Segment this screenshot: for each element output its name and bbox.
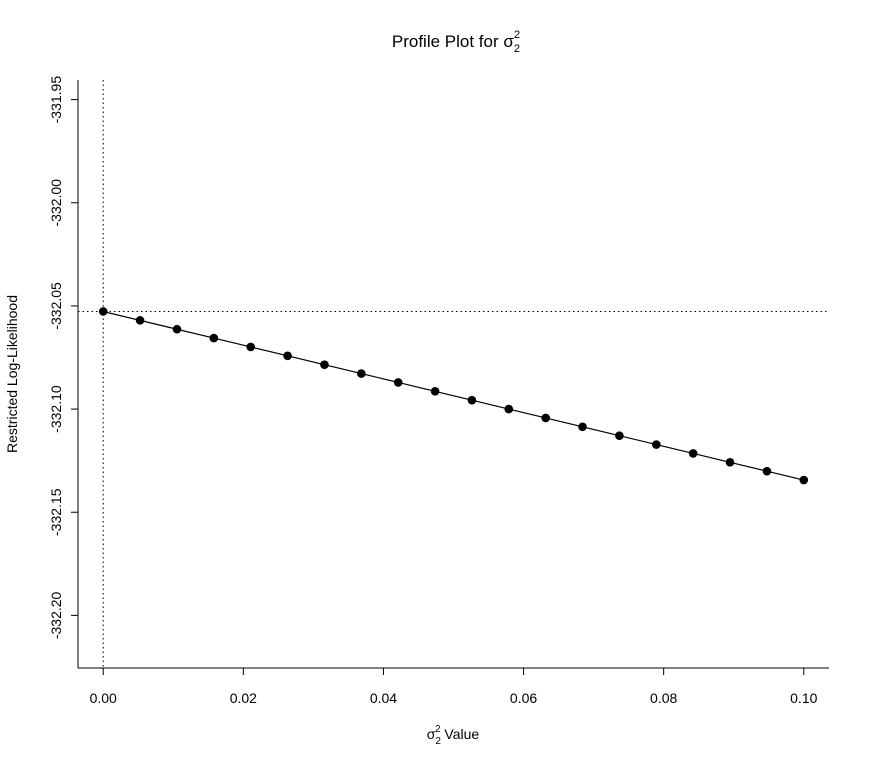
y-tick-label: -332.10 bbox=[48, 385, 64, 433]
data-point bbox=[615, 431, 624, 440]
series-line bbox=[103, 310, 804, 481]
chart-title: Profile Plot for σ2 2 bbox=[392, 29, 520, 55]
y-tick-label: -332.20 bbox=[48, 591, 64, 639]
title-sigma-superscript: 2 bbox=[514, 29, 520, 41]
data-point bbox=[135, 316, 145, 325]
data-point bbox=[504, 404, 514, 414]
data-point bbox=[688, 449, 698, 458]
x-axis-title: σ22 Value bbox=[427, 724, 480, 747]
y-tick-label: -332.15 bbox=[48, 488, 64, 536]
data-point bbox=[393, 378, 403, 387]
x-tick-label: 0.04 bbox=[370, 690, 397, 706]
data-point bbox=[762, 466, 772, 476]
x-tick-label: 0.06 bbox=[510, 690, 537, 706]
data-point bbox=[246, 342, 255, 352]
x-axis-ticks: 0.00 0.02 0.04 0.06 0.08 0.10 bbox=[90, 668, 818, 706]
x-tick-label: 0.00 bbox=[90, 690, 117, 706]
series-points bbox=[98, 307, 809, 485]
x-tick-label: 0.02 bbox=[230, 690, 257, 706]
data-point bbox=[283, 351, 292, 361]
data-point bbox=[172, 324, 182, 334]
xlabel-sigma-symbol: σ bbox=[427, 726, 436, 742]
xlabel-sigma-superscript: 2 bbox=[435, 724, 441, 735]
data-point bbox=[357, 369, 366, 378]
data-point bbox=[652, 440, 661, 449]
data-point bbox=[98, 307, 108, 316]
xlabel-sigma-subscript: 2 bbox=[435, 736, 441, 747]
data-point bbox=[467, 395, 477, 405]
data-point bbox=[209, 333, 219, 343]
data-point bbox=[430, 387, 440, 396]
x-tick-label: 0.10 bbox=[790, 690, 817, 706]
title-prefix: Profile Plot for bbox=[392, 32, 504, 51]
y-axis-ticks: -331.95 -332.00 -332.05 -332.10 -332.15 -332.… bbox=[48, 76, 78, 639]
y-tick-label: -331.95 bbox=[48, 76, 64, 124]
title-sigma-subscript: 2 bbox=[514, 43, 520, 55]
y-tick-label: -332.05 bbox=[48, 282, 64, 330]
x-tick-label: 0.08 bbox=[650, 690, 677, 706]
data-point bbox=[799, 475, 809, 485]
data-point bbox=[578, 422, 587, 432]
title-sigma-symbol: σ bbox=[503, 32, 514, 51]
data-point bbox=[725, 458, 735, 467]
data-point bbox=[320, 360, 329, 370]
y-tick-label: -332.00 bbox=[48, 179, 64, 227]
y-axis-title: Restricted Log-Likelihood bbox=[4, 295, 20, 453]
data-point bbox=[541, 413, 550, 423]
xlabel-suffix: Value bbox=[441, 726, 480, 742]
